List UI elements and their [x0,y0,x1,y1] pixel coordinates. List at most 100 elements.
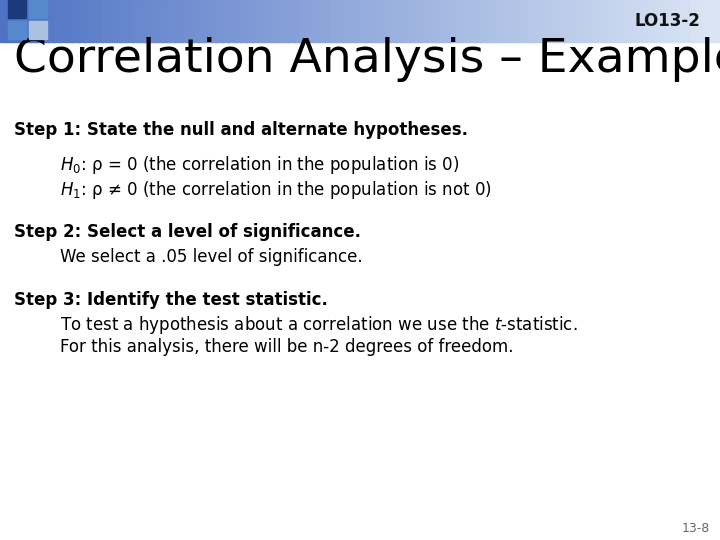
Text: $H_1$: ρ ≠ 0 (the correlation in the population is not 0): $H_1$: ρ ≠ 0 (the correlation in the pop… [60,179,492,201]
Bar [522,0,529,42]
Bar [282,0,289,42]
Bar [594,0,601,42]
Bar [516,0,523,42]
Bar [630,0,637,42]
Bar [642,0,649,42]
Bar [564,0,571,42]
Text: LO13-2: LO13-2 [634,12,700,30]
Bar [462,0,469,42]
Bar [492,0,499,42]
Bar [30,0,37,42]
Bar [168,0,175,42]
Bar [546,0,553,42]
Bar [702,0,709,42]
Bar [354,0,361,42]
Bar [378,0,385,42]
Bar [29,21,47,39]
Text: $H_0$: ρ = 0 (the correlation in the population is 0): $H_0$: ρ = 0 (the correlation in the pop… [60,154,459,176]
Bar [348,0,355,42]
Bar [132,0,139,42]
Bar [12,0,19,42]
Bar [228,0,235,42]
Bar [648,0,655,42]
Bar [192,0,199,42]
Bar [0,0,7,42]
Text: 13-8: 13-8 [682,522,710,535]
Bar [582,0,589,42]
Bar [18,0,25,42]
Bar [510,0,517,42]
Bar [270,0,277,42]
Bar [222,0,229,42]
Bar [114,0,121,42]
Bar [600,0,607,42]
Bar [276,0,283,42]
Bar [144,0,151,42]
Bar [6,0,13,42]
Bar [72,0,79,42]
Bar [324,0,331,42]
Text: Step 3: Identify the test statistic.: Step 3: Identify the test statistic. [14,291,328,309]
Bar [288,0,295,42]
Bar [372,0,379,42]
Bar [234,0,241,42]
Bar [402,0,409,42]
Bar [456,0,463,42]
Bar [636,0,643,42]
Bar [29,0,47,18]
Bar [684,0,691,42]
Bar [426,0,433,42]
Text: For this analysis, there will be n-2 degrees of freedom.: For this analysis, there will be n-2 deg… [60,338,513,356]
Bar [714,0,720,42]
Text: Step 2: Select a level of significance.: Step 2: Select a level of significance. [14,223,361,241]
Bar [498,0,505,42]
Bar [60,0,67,42]
Bar [180,0,187,42]
Text: Correlation Analysis – Example: Correlation Analysis – Example [14,37,720,83]
Bar [318,0,325,42]
Bar [504,0,511,42]
Bar [306,0,313,42]
Bar [576,0,583,42]
Bar [96,0,103,42]
Bar [528,0,535,42]
Bar [666,0,673,42]
Bar [552,0,559,42]
Bar [672,0,679,42]
Bar [588,0,595,42]
Bar [678,0,685,42]
Bar [186,0,193,42]
Bar [78,0,85,42]
Bar [156,0,163,42]
Bar [42,0,49,42]
Bar [480,0,487,42]
Bar [444,0,451,42]
Bar [624,0,631,42]
Bar [558,0,565,42]
Bar [204,0,211,42]
Bar [312,0,319,42]
Bar [8,21,26,39]
Bar [486,0,493,42]
Bar [162,0,169,42]
Text: To test a hypothesis about a correlation we use the $t$-statistic.: To test a hypothesis about a correlation… [60,314,577,336]
Bar [246,0,253,42]
Bar [24,0,31,42]
Bar [360,0,367,42]
Bar [612,0,619,42]
Bar [216,0,223,42]
Bar [90,0,97,42]
Bar [390,0,397,42]
Bar [150,0,157,42]
Bar [450,0,457,42]
Bar [84,0,91,42]
Bar [342,0,349,42]
Bar [438,0,445,42]
Bar [414,0,421,42]
Bar [696,0,703,42]
Bar [102,0,109,42]
Bar [534,0,541,42]
Bar [384,0,391,42]
Bar [210,0,217,42]
Bar [690,0,697,42]
